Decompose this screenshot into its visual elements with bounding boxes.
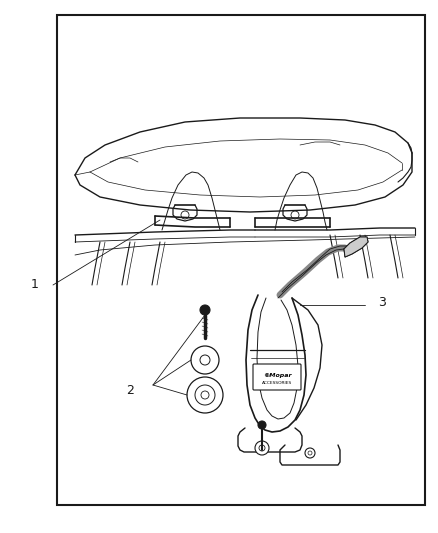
Circle shape <box>191 346 219 374</box>
Circle shape <box>187 377 223 413</box>
Text: 1: 1 <box>31 279 39 292</box>
Circle shape <box>200 305 210 315</box>
Circle shape <box>259 445 265 451</box>
FancyBboxPatch shape <box>253 364 301 390</box>
Text: 3: 3 <box>378 295 386 309</box>
Polygon shape <box>344 237 368 257</box>
Circle shape <box>200 355 210 365</box>
Circle shape <box>258 421 266 429</box>
Bar <box>57 15 425 505</box>
Text: 2: 2 <box>126 384 134 397</box>
Text: ©Mopar: ©Mopar <box>263 373 291 377</box>
Circle shape <box>255 441 269 455</box>
Circle shape <box>195 385 215 405</box>
Circle shape <box>201 391 209 399</box>
Text: ACCESSORIES: ACCESSORIES <box>262 381 292 385</box>
